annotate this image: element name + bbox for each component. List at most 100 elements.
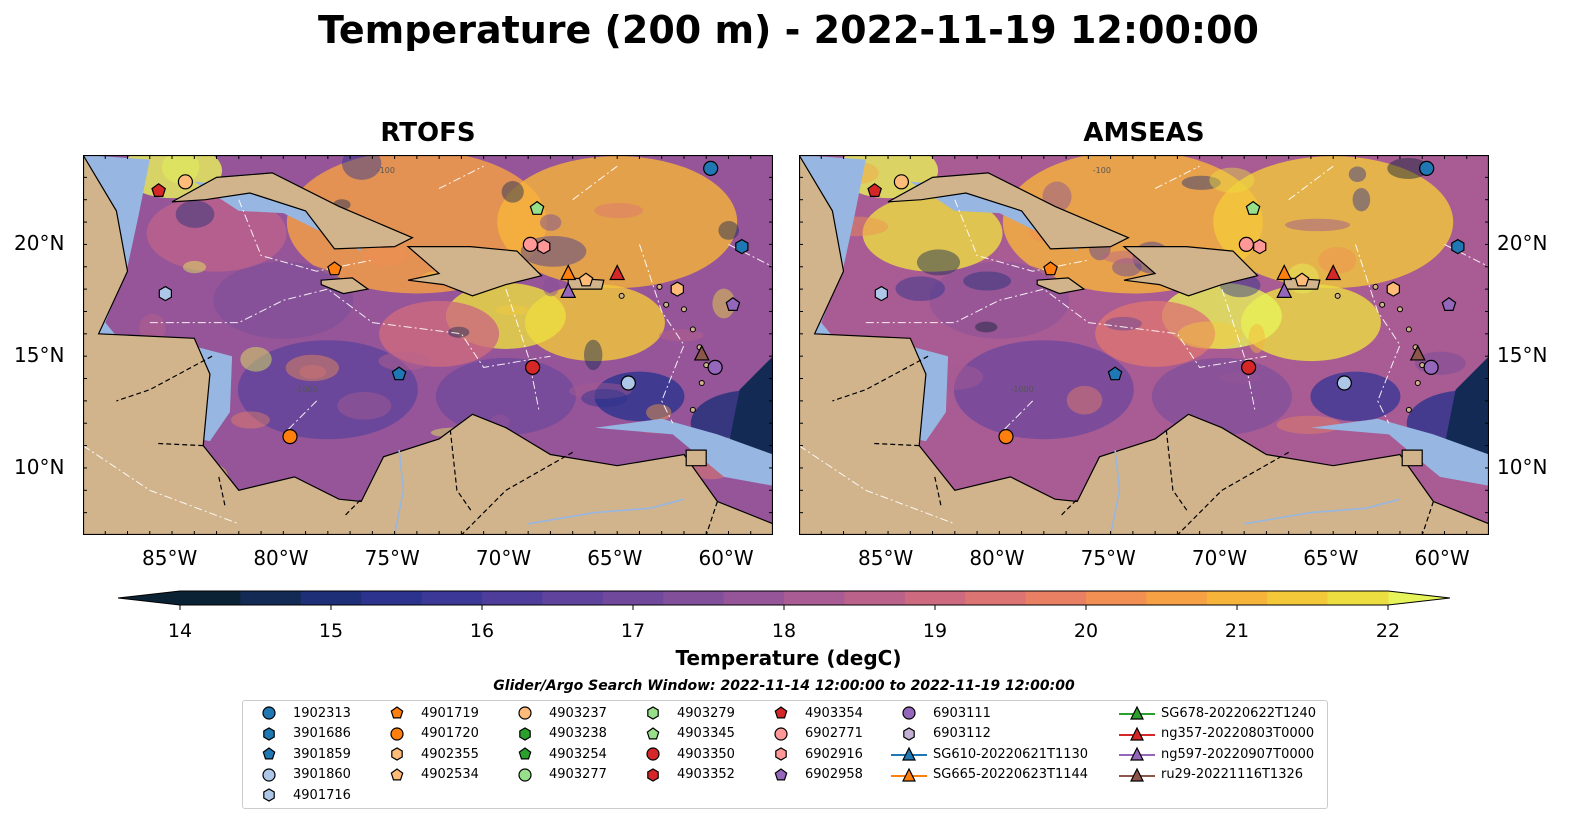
eddy [183,260,207,274]
legend-label: 4903238 [549,726,607,742]
legend-marker-icon [391,747,403,761]
legend-label: 3901686 [293,726,351,742]
legend-marker-icon [902,706,916,720]
legend-marker-icon [262,706,276,720]
land-trinidad [685,449,707,467]
float-marker [1325,264,1342,281]
island [698,380,705,386]
legend-marker-icon [647,706,659,720]
lon-tick-label: 75°W [364,546,420,570]
country-border [1165,429,1189,513]
island [1396,306,1403,313]
eddy [501,181,524,203]
float-marker [1419,160,1435,177]
colorbar-segment [300,591,362,605]
legend-marker-icon [774,726,788,741]
legend-label: SG610-20220621T1130 [933,746,1089,762]
legend-item: 4903345 [633,724,735,744]
legend-item: 1902313 [249,703,351,723]
legend-item: SG610-20220621T1130 [889,744,1088,764]
eddy [539,214,562,231]
float-marker [537,238,551,255]
country-border [1061,498,1078,516]
eddy [895,276,945,302]
float-marker [1441,297,1457,311]
float-marker [1107,366,1123,381]
lon-tick-label: 65°W [1303,546,1359,570]
float-marker [1241,359,1257,375]
eddy [963,271,1012,291]
temperature-blob [1095,300,1216,367]
colorbar-segment [1025,591,1087,605]
legend-item: 4903279 [633,703,735,723]
temperature-blob [146,194,287,272]
colorbar-tick-label: 14 [167,620,193,642]
lat-tick-label-right: 10°N [1497,454,1548,479]
temperature-blob [497,156,738,289]
legend-item: ru29-20221116T1326 [1117,765,1303,785]
legend-label: 4901719 [421,705,479,721]
temperature-blob [237,340,418,440]
contour-label: -100 [377,166,395,175]
island [618,292,625,299]
colorbar-segment [361,591,423,605]
eddy [1209,167,1255,193]
temperature-blob [1310,371,1401,422]
legend: 1902313 3901686 3901859 3901860 4901716 49017… [242,700,1328,809]
float-marker [874,285,889,302]
eddy [1248,323,1266,354]
float-marker [1253,238,1267,255]
eez-boundary [799,445,955,525]
legend-item: 3901686 [249,724,351,744]
land-hispaniola [1122,245,1259,297]
float-marker [620,375,636,391]
legend-label: 6902958 [805,767,863,783]
legend-label: 6902771 [805,726,863,742]
island [1334,292,1341,299]
lat-tick-label-left: 15°N [14,343,65,368]
land-jamaica [320,277,370,295]
colorbar-segment [1206,591,1268,605]
colorbar-tick-label: 16 [469,620,495,642]
eddy [646,404,672,421]
legend-item: 4903352 [633,765,735,785]
legend-label: 4903279 [677,705,735,721]
legend-marker-icon [647,768,659,782]
eddy [378,351,430,371]
eddy [1348,166,1367,183]
legend-item: 6903111 [889,703,991,723]
eez-boundary [282,400,318,435]
legend-item: 4901716 [249,785,351,805]
legend-label: 6903112 [933,726,991,742]
eez-boundary [83,445,239,525]
legend-label: 4903254 [549,746,607,762]
legend-label: 4903277 [549,767,607,783]
land-cuba [887,172,1130,250]
legend-label: 4903350 [677,746,735,762]
eddy [584,339,603,371]
eez-boundary [1288,165,1334,201]
temperature-blob [213,261,354,339]
island [680,306,687,313]
float-marker [560,264,577,281]
eddy [1352,187,1371,212]
eddy [581,388,628,408]
legend-marker-icon [518,747,532,760]
legend-marker-icon [903,726,915,741]
island [1372,283,1379,290]
country-border [218,476,227,509]
colorbar-segment [240,591,302,605]
temperature-blob [953,340,1134,440]
figure-title: Temperature (200 m) - 2022-11-19 12:00:0… [317,8,1259,52]
river [1244,498,1401,525]
legend-item: 4902534 [377,765,479,785]
contour-label: -1000 [1010,385,1033,394]
eddy [1285,218,1350,232]
colorbar-tick-label: 19 [922,620,948,642]
float-marker [725,297,741,311]
eddy [1276,415,1341,434]
colorbar-segment [1086,591,1147,605]
legend-marker-icon [263,788,275,803]
legend-marker-icon [646,747,660,761]
colorbar-tick-label: 17 [620,620,646,642]
